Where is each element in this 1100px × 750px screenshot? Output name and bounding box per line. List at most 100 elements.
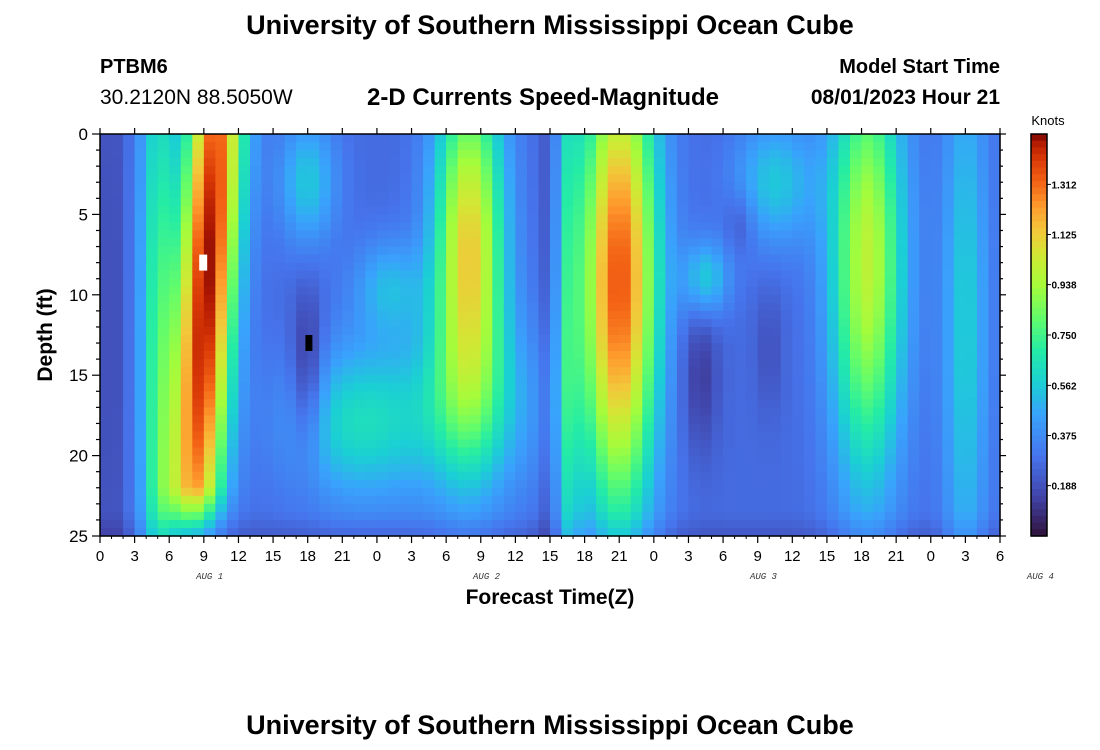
heatmap-cell [607, 270, 620, 280]
heatmap-cell [769, 415, 782, 425]
heatmap-cell [296, 375, 309, 384]
heatmap-cell [642, 367, 655, 376]
heatmap-cell [838, 206, 851, 215]
heatmap-cell [550, 447, 563, 457]
heatmap-cell [561, 134, 574, 143]
heatmap-cell [573, 367, 586, 376]
heatmap-cell [896, 134, 909, 143]
heatmap-cell [815, 455, 828, 465]
heatmap-cell [203, 503, 216, 513]
heatmap-cell [942, 318, 955, 328]
heatmap-cell [676, 166, 690, 175]
heatmap-cell [123, 399, 136, 408]
heatmap-cell [700, 182, 713, 191]
heatmap-cell [723, 359, 736, 368]
heatmap-cell [134, 367, 147, 376]
heatmap-cell [353, 318, 366, 328]
heatmap-cell [261, 527, 274, 537]
heatmap-cell [965, 310, 978, 320]
heatmap-cell [953, 262, 966, 272]
heatmap-cell [353, 174, 366, 183]
heatmap-cell [250, 447, 263, 457]
colorbar-segment [1031, 388, 1047, 396]
heatmap-cell [365, 463, 378, 473]
heatmap-cell [526, 399, 540, 408]
heatmap-cell [180, 302, 193, 312]
heatmap-cell [388, 206, 401, 215]
heatmap-cell [469, 142, 482, 151]
heatmap-cell [919, 286, 932, 296]
heatmap-cell [607, 503, 620, 513]
heatmap-cell [746, 318, 759, 328]
heatmap-cell [376, 158, 390, 167]
heatmap-cell [907, 286, 920, 296]
heatmap-cell [619, 487, 632, 497]
heatmap-cell [850, 463, 863, 473]
colorbar-segment [1031, 174, 1047, 182]
heatmap-cell [180, 463, 193, 473]
heatmap-cell [896, 399, 909, 408]
heatmap-cell [215, 455, 228, 465]
heatmap-cell [953, 495, 966, 505]
heatmap-cell [365, 302, 378, 312]
heatmap-cell [388, 238, 401, 248]
heatmap-cell [653, 455, 666, 465]
heatmap-cell [884, 455, 897, 465]
heatmap-cell [146, 190, 159, 199]
heatmap-cell [907, 206, 920, 215]
heatmap-cell [400, 142, 413, 151]
heatmap-cell [296, 182, 309, 191]
heatmap-cell [469, 527, 482, 537]
heatmap-cell [815, 278, 828, 288]
heatmap-cell [734, 206, 747, 215]
heatmap-cell [930, 479, 943, 489]
heatmap-cell [550, 198, 563, 207]
heatmap-cell [930, 447, 943, 457]
heatmap-cell [688, 214, 701, 224]
heatmap-cell [630, 238, 643, 248]
heatmap-cell [353, 230, 366, 240]
heatmap-cell [307, 431, 320, 441]
heatmap-cell [226, 278, 240, 288]
heatmap-cell [480, 294, 493, 304]
heatmap-cell [226, 423, 240, 433]
heatmap-cell [123, 134, 136, 143]
heatmap-cell [353, 326, 366, 336]
heatmap-cell [792, 302, 805, 312]
heatmap-cell [723, 367, 736, 376]
heatmap-cell [469, 367, 482, 376]
heatmap-cell [584, 399, 597, 408]
heatmap-cell [573, 182, 586, 191]
heatmap-cell [930, 246, 943, 256]
heatmap-cell [157, 463, 170, 473]
heatmap-cell [538, 487, 551, 497]
heatmap-cell [953, 318, 966, 328]
heatmap-cell [815, 439, 828, 449]
colorbar-tick-label: 1.312 [1051, 180, 1076, 191]
heatmap-cell [653, 318, 666, 328]
heatmap-cell [169, 503, 182, 513]
heatmap-cell [561, 166, 574, 175]
heatmap-cell [884, 495, 897, 505]
heatmap-cell [365, 206, 378, 215]
heatmap-cell [953, 391, 966, 400]
heatmap-cell [169, 471, 182, 481]
heatmap-cell [711, 407, 724, 416]
heatmap-cell [296, 359, 309, 368]
heatmap-cell [792, 423, 805, 433]
heatmap-cell [596, 278, 609, 288]
heatmap-cell [423, 399, 436, 408]
heatmap-cell [203, 375, 216, 384]
heatmap-cell [873, 262, 886, 272]
heatmap-cell [734, 447, 747, 457]
heatmap-cell [930, 286, 943, 296]
heatmap-cell [226, 198, 240, 207]
heatmap-cell [192, 335, 205, 344]
heatmap-cell [480, 286, 493, 296]
heatmap-cell [388, 294, 401, 304]
heatmap-cell [296, 479, 309, 489]
heatmap-cell [607, 246, 620, 256]
heatmap-cell [676, 343, 690, 352]
heatmap-cell [400, 270, 413, 280]
heatmap-cell [665, 343, 678, 352]
